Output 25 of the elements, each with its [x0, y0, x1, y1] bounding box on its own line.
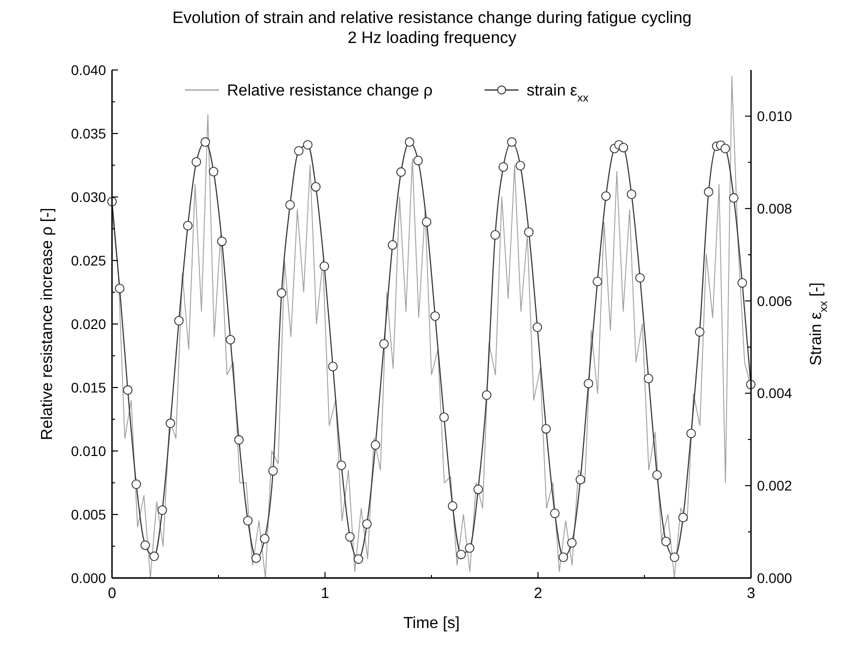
x-tick-label: 3: [746, 585, 756, 602]
y2-tick-label: 0.008: [757, 200, 792, 216]
y2-tick-label: 0.004: [757, 385, 792, 402]
y-tick-label: 0.035: [70, 125, 106, 142]
y2-tick-label: 0.002: [757, 478, 792, 494]
y-tick-label: 0.030: [70, 188, 106, 205]
y-tick-label: 0.005: [70, 506, 106, 522]
y-tick-label: 0.015: [70, 379, 106, 396]
y-tick-label: 0.025: [70, 252, 106, 268]
y-tick-label: 0.020: [70, 316, 106, 332]
x-tick-label: 1: [320, 585, 330, 602]
y2-tick-label: 0.006: [757, 292, 792, 309]
y-tick-label: 0.010: [70, 442, 106, 459]
legend-label: Relative resistance change ρ: [227, 82, 433, 100]
y-tick-label: 0.040: [70, 62, 106, 78]
y-tick-label: 0.000: [70, 570, 106, 586]
x-tick-label: 0: [108, 585, 116, 602]
chart-subtitle: 2 Hz loading frequency: [348, 29, 518, 47]
x-axis-title: Time [s]: [403, 615, 460, 632]
chart-title: Evolution of strain and relative resistance change during fatigue cycling: [172, 9, 692, 27]
x-tick-label: 2: [534, 585, 542, 602]
legend-label: strain ε$_{xx}$: [526, 82, 589, 105]
y2-tick-label: 0.000: [757, 570, 792, 586]
y-axis-title: Relative resistance increase ρ [-]: [39, 208, 56, 440]
y2-tick-label: 0.010: [757, 108, 792, 124]
